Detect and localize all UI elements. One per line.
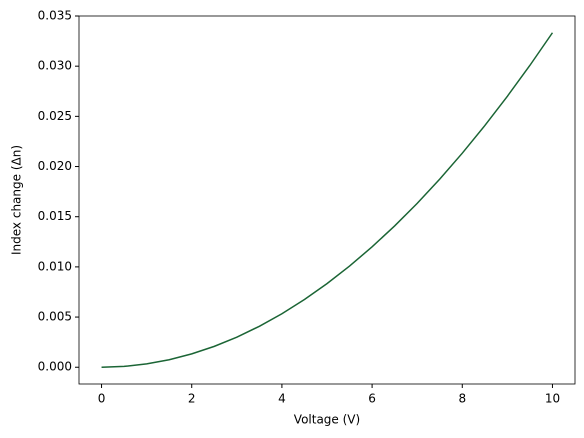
x-tick-label: 8 — [458, 392, 466, 406]
line — [101, 32, 554, 368]
y-tick-label: 0.015 — [38, 209, 72, 223]
y-tick-label: 0.000 — [38, 360, 72, 374]
plot-frame — [78, 15, 576, 385]
x-axis-label: Voltage (V) — [294, 413, 360, 427]
x-tick-label: 4 — [278, 392, 286, 406]
x-tick-label: 10 — [545, 392, 560, 406]
y-tick-label: 0.005 — [38, 310, 72, 324]
y-tick-label: 0.025 — [38, 109, 72, 123]
y-axis-label: Index change (Δn) — [10, 145, 24, 255]
y-tick-label: 0.010 — [38, 259, 72, 273]
y-tick-label: 0.035 — [38, 9, 72, 23]
y-tick-label: 0.020 — [38, 159, 72, 173]
x-tick-label: 0 — [98, 392, 106, 406]
y-tick-label: 0.030 — [38, 59, 72, 73]
x-tick-label: 6 — [368, 392, 376, 406]
x-tick-label: 2 — [188, 392, 196, 406]
